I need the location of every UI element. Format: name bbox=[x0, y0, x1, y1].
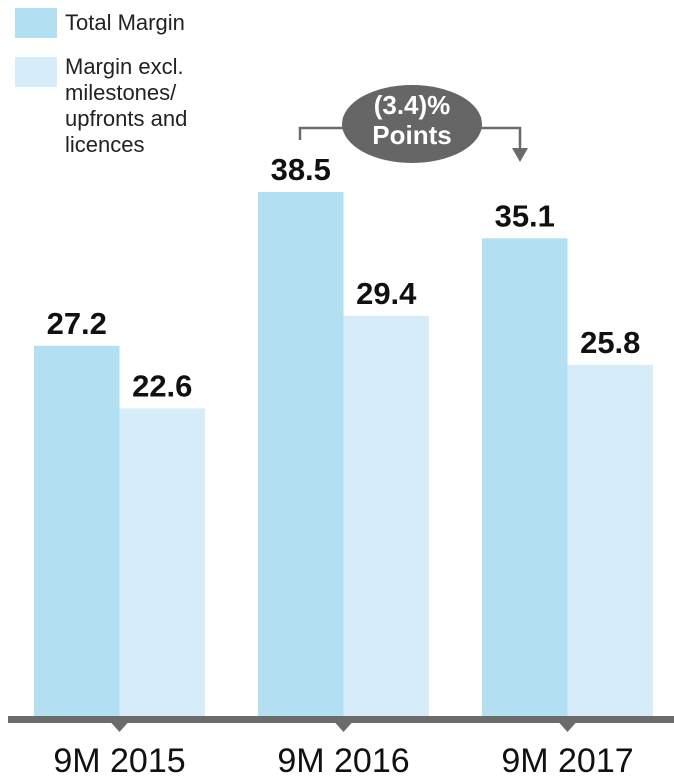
tick-marker bbox=[110, 722, 129, 732]
arrow-head bbox=[512, 148, 528, 162]
baseline bbox=[8, 716, 674, 723]
bar bbox=[343, 315, 429, 716]
x-tick-label: 9M 2017 bbox=[501, 742, 633, 780]
legend-label: Margin excl. milestones/ upfronts and li… bbox=[65, 54, 188, 157]
legend-label: Total Margin bbox=[65, 10, 185, 35]
value-label: 38.5 bbox=[271, 152, 331, 187]
tick-marker bbox=[334, 722, 353, 732]
legend-swatch-0 bbox=[15, 8, 57, 38]
annotation: Points bbox=[372, 120, 451, 150]
bar bbox=[34, 345, 120, 716]
tick-marker bbox=[558, 722, 577, 732]
value-label: 29.4 bbox=[356, 276, 417, 311]
legend-swatch-1 bbox=[15, 57, 57, 87]
value-label: 22.6 bbox=[132, 368, 192, 403]
bar bbox=[482, 238, 568, 716]
annotation: (3.4)% bbox=[374, 90, 451, 120]
x-tick-label: 9M 2015 bbox=[53, 742, 185, 780]
bar bbox=[258, 192, 344, 716]
bar bbox=[119, 408, 205, 716]
annotation-bubble bbox=[342, 85, 482, 163]
value-label: 25.8 bbox=[580, 325, 640, 360]
bar bbox=[567, 364, 653, 716]
value-label: 35.1 bbox=[495, 198, 555, 233]
value-label: 27.2 bbox=[47, 306, 107, 341]
x-tick-label: 9M 2016 bbox=[277, 742, 409, 780]
